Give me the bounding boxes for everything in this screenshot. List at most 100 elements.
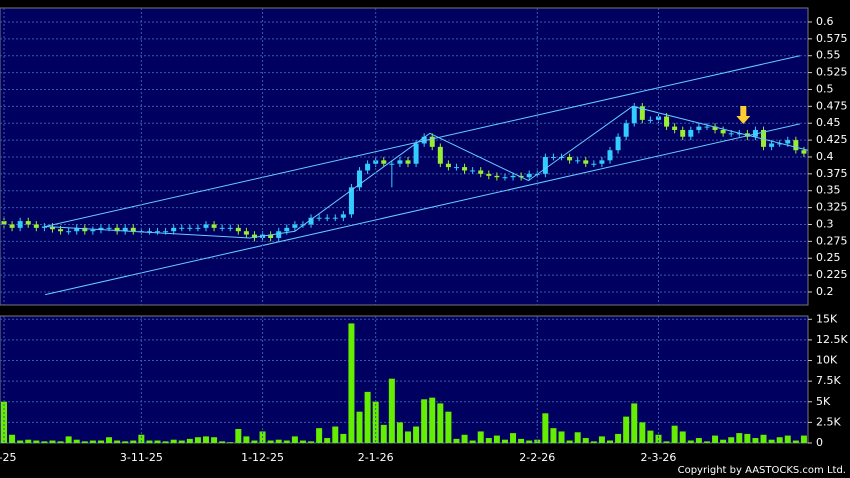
volume-bar	[429, 397, 436, 443]
volume-bar	[154, 440, 161, 443]
volume-bar	[114, 440, 121, 443]
volume-bar	[89, 440, 96, 443]
trend-line	[45, 105, 809, 239]
volume-bar	[388, 378, 395, 443]
y-tick-label: 0.45	[816, 116, 841, 129]
volume-bar	[299, 440, 306, 443]
candle-body	[575, 160, 581, 162]
candle-body	[41, 226, 47, 228]
volume-bar	[623, 416, 630, 443]
candle-body	[736, 133, 742, 135]
y-tick-label: 0.325	[816, 201, 848, 214]
candle-body	[777, 143, 783, 145]
volume-bar	[178, 440, 185, 443]
volume-bar	[720, 439, 727, 443]
candle-body	[405, 160, 411, 164]
candle-body	[728, 133, 734, 135]
volume-bar	[348, 323, 355, 443]
volume-bar	[671, 425, 678, 443]
volume-bar	[647, 430, 654, 443]
volume-bar	[800, 435, 807, 443]
y-tick-label: 0.5	[816, 82, 834, 95]
candle-body	[510, 175, 516, 178]
candle-body	[647, 119, 653, 121]
volume-bar	[81, 441, 88, 443]
volume-bar	[33, 440, 40, 443]
y-tick-label: 0.25	[816, 251, 841, 264]
candle-body	[90, 229, 96, 232]
volume-bar	[518, 438, 525, 443]
volume-bar	[194, 437, 201, 443]
volume-bar	[340, 433, 347, 443]
candle-body	[639, 106, 645, 120]
candle-body	[752, 129, 758, 137]
volume-bar	[308, 441, 315, 443]
volume-bar	[130, 440, 137, 443]
candle-body	[235, 227, 241, 232]
volume-bar	[364, 391, 371, 443]
candle-body	[550, 156, 556, 158]
trend-line	[45, 55, 800, 227]
candle-body	[163, 231, 169, 233]
volume-bar	[283, 440, 290, 443]
candle-body	[74, 227, 80, 232]
volume-bar	[590, 441, 597, 443]
volume-bar	[332, 426, 339, 443]
volume-bar	[219, 441, 226, 443]
candle-body	[462, 167, 468, 171]
candle-body	[567, 156, 573, 161]
y-tick-label: 0.6	[816, 15, 834, 28]
candle-body	[292, 224, 298, 228]
candle-body	[219, 227, 225, 229]
volume-bar	[49, 440, 56, 443]
volume-bar	[712, 435, 719, 443]
volume-bar	[752, 438, 759, 443]
candle-body	[155, 231, 161, 233]
candle-body	[17, 221, 23, 228]
candle-body	[340, 214, 346, 218]
candle-body	[696, 126, 702, 130]
candle-body	[583, 160, 589, 164]
candle-body	[381, 160, 387, 164]
volume-bar	[485, 438, 492, 443]
candle-body	[25, 221, 31, 225]
x-tick-label: 2-1-26	[358, 451, 394, 464]
candle-body	[251, 234, 257, 238]
candle-body	[478, 170, 484, 174]
y-tick-label: 0.4	[816, 150, 834, 163]
volume-bar	[445, 411, 452, 443]
y-tick-label: 12.5K	[816, 333, 848, 346]
volume-bar	[421, 399, 428, 443]
volume-bar	[655, 434, 662, 443]
volume-bar	[695, 438, 702, 443]
volume-bar	[356, 411, 363, 443]
candle-body	[672, 126, 678, 130]
volume-bar	[477, 431, 484, 443]
x-tick-label: 0-25	[0, 451, 16, 464]
volume-bar	[243, 436, 250, 443]
volume-bar	[203, 436, 209, 443]
candle-body	[58, 229, 64, 232]
volume-bar	[291, 436, 298, 443]
volume-bar	[227, 442, 234, 443]
candle-body	[518, 175, 524, 178]
candle-body	[171, 227, 177, 232]
y-tick-label: 0.525	[816, 66, 848, 79]
y-tick-label: 0	[816, 436, 823, 449]
y-tick-label: 0.425	[816, 133, 848, 146]
candle-body	[324, 217, 330, 219]
candle-body	[615, 136, 621, 151]
candle-body	[785, 140, 791, 144]
candle-body	[437, 146, 443, 164]
candle-body	[33, 224, 39, 228]
candle-body	[769, 143, 775, 147]
candle-body	[187, 227, 193, 229]
candle-body	[761, 129, 767, 147]
candle-body	[704, 126, 710, 128]
x-tick-label: 2-2-26	[519, 451, 555, 464]
volume-bar	[792, 440, 799, 443]
volume-bar	[703, 441, 710, 443]
volume-bar	[267, 440, 274, 443]
signal-arrow	[736, 105, 751, 124]
volume-bar	[380, 424, 387, 443]
